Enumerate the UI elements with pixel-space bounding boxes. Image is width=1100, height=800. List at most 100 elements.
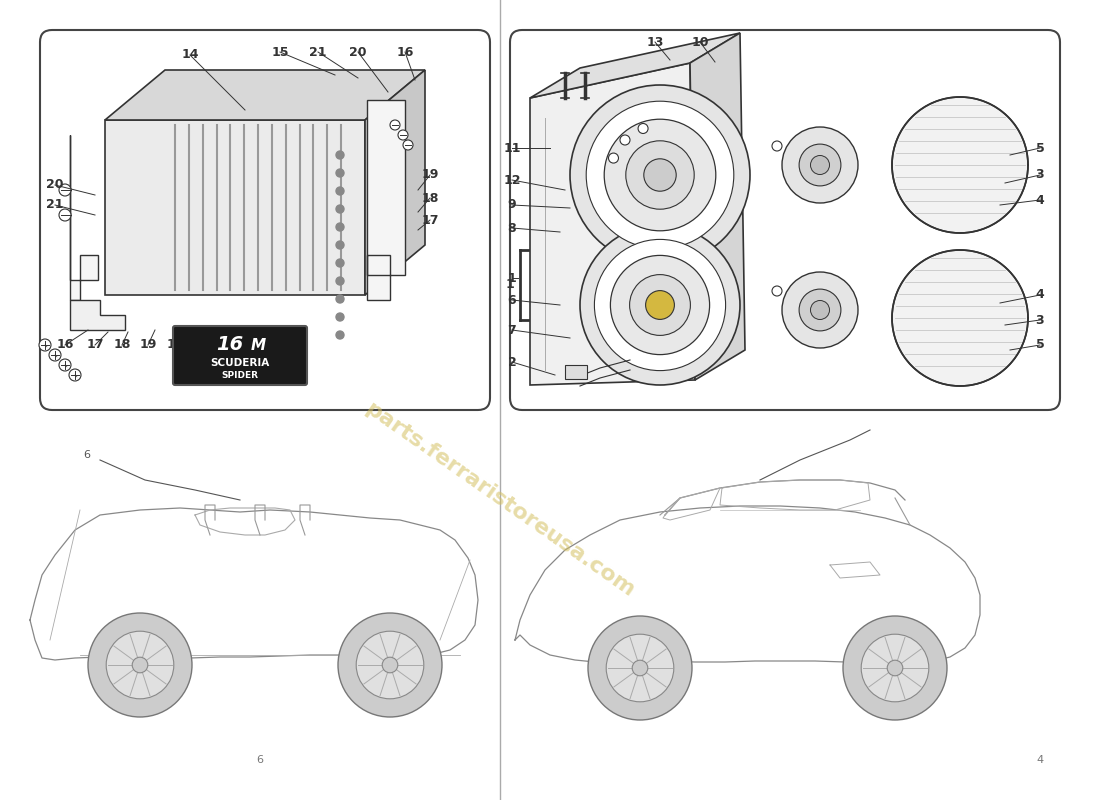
Circle shape [39,339,51,351]
Text: 20: 20 [46,178,64,191]
Text: 13: 13 [647,35,663,49]
Text: M: M [251,338,265,353]
Circle shape [799,144,840,186]
Circle shape [861,634,928,702]
Polygon shape [367,100,405,300]
Circle shape [336,169,344,177]
Text: 5: 5 [1035,142,1044,154]
Text: 3: 3 [1036,314,1044,326]
Polygon shape [104,70,425,120]
Text: 11: 11 [504,142,520,154]
FancyBboxPatch shape [40,30,490,410]
Circle shape [336,223,344,231]
Text: 5: 5 [1035,338,1044,351]
Polygon shape [530,33,740,98]
Circle shape [59,209,72,221]
Text: 15: 15 [166,338,184,351]
Text: 19: 19 [140,338,156,351]
Text: 6: 6 [508,294,516,306]
Circle shape [580,225,740,385]
Circle shape [59,184,72,196]
Circle shape [892,250,1028,386]
Text: 18: 18 [421,191,439,205]
Circle shape [570,85,750,265]
Circle shape [892,97,1028,233]
Text: 21: 21 [309,46,327,58]
Text: 16: 16 [56,338,74,351]
Text: 1: 1 [507,271,516,285]
Text: 4: 4 [1036,755,1044,765]
Circle shape [338,613,442,717]
Circle shape [620,135,630,145]
Circle shape [843,616,947,720]
Polygon shape [70,135,98,300]
Circle shape [336,277,344,285]
Circle shape [608,153,618,163]
FancyBboxPatch shape [173,326,307,385]
Circle shape [107,631,174,699]
Text: 1: 1 [505,278,514,291]
Text: 4: 4 [1035,194,1044,206]
Text: parts.ferraristoreusa.com: parts.ferraristoreusa.com [362,399,638,601]
Text: 16: 16 [396,46,414,58]
Circle shape [356,631,424,699]
Circle shape [646,290,674,319]
Circle shape [626,141,694,210]
Polygon shape [70,300,125,330]
Text: 14: 14 [182,49,199,62]
Text: 15: 15 [272,46,288,58]
Circle shape [638,123,648,134]
Circle shape [799,289,840,331]
Circle shape [336,151,344,159]
Text: 9: 9 [508,198,516,211]
FancyBboxPatch shape [510,30,1060,410]
Text: 6: 6 [256,755,264,765]
Text: SPIDER: SPIDER [221,370,258,379]
Circle shape [811,301,829,319]
Polygon shape [530,63,695,385]
Polygon shape [690,33,745,380]
Text: 10: 10 [691,35,708,49]
Circle shape [632,660,648,676]
Text: 2: 2 [507,355,516,369]
Circle shape [782,127,858,203]
Circle shape [132,658,147,673]
Circle shape [336,259,344,267]
Circle shape [586,102,734,249]
Circle shape [604,119,716,230]
Circle shape [390,120,400,130]
Circle shape [644,158,676,191]
Circle shape [606,634,674,702]
Circle shape [403,140,412,150]
Circle shape [772,286,782,296]
Circle shape [336,241,344,249]
Text: 4: 4 [1035,289,1044,302]
Circle shape [629,274,691,335]
Circle shape [588,616,692,720]
Circle shape [594,239,726,370]
Text: 7: 7 [507,323,516,337]
Circle shape [50,349,60,361]
Circle shape [69,369,81,381]
Circle shape [610,255,710,354]
Text: 21: 21 [46,198,64,211]
Circle shape [336,331,344,339]
Text: 8: 8 [508,222,516,234]
Circle shape [398,130,408,140]
Polygon shape [104,120,365,295]
Text: 12: 12 [504,174,520,186]
Text: SCUDERIA: SCUDERIA [210,358,270,368]
Bar [565,365,587,379]
Circle shape [336,313,344,321]
Circle shape [811,155,829,174]
Text: 3: 3 [1036,169,1044,182]
Circle shape [782,272,858,348]
Circle shape [336,205,344,213]
Polygon shape [365,70,425,295]
Text: 17: 17 [421,214,439,226]
Text: 20: 20 [350,46,366,58]
Text: 17: 17 [86,338,103,351]
Text: 16: 16 [217,335,243,354]
Circle shape [888,660,903,676]
Circle shape [336,187,344,195]
